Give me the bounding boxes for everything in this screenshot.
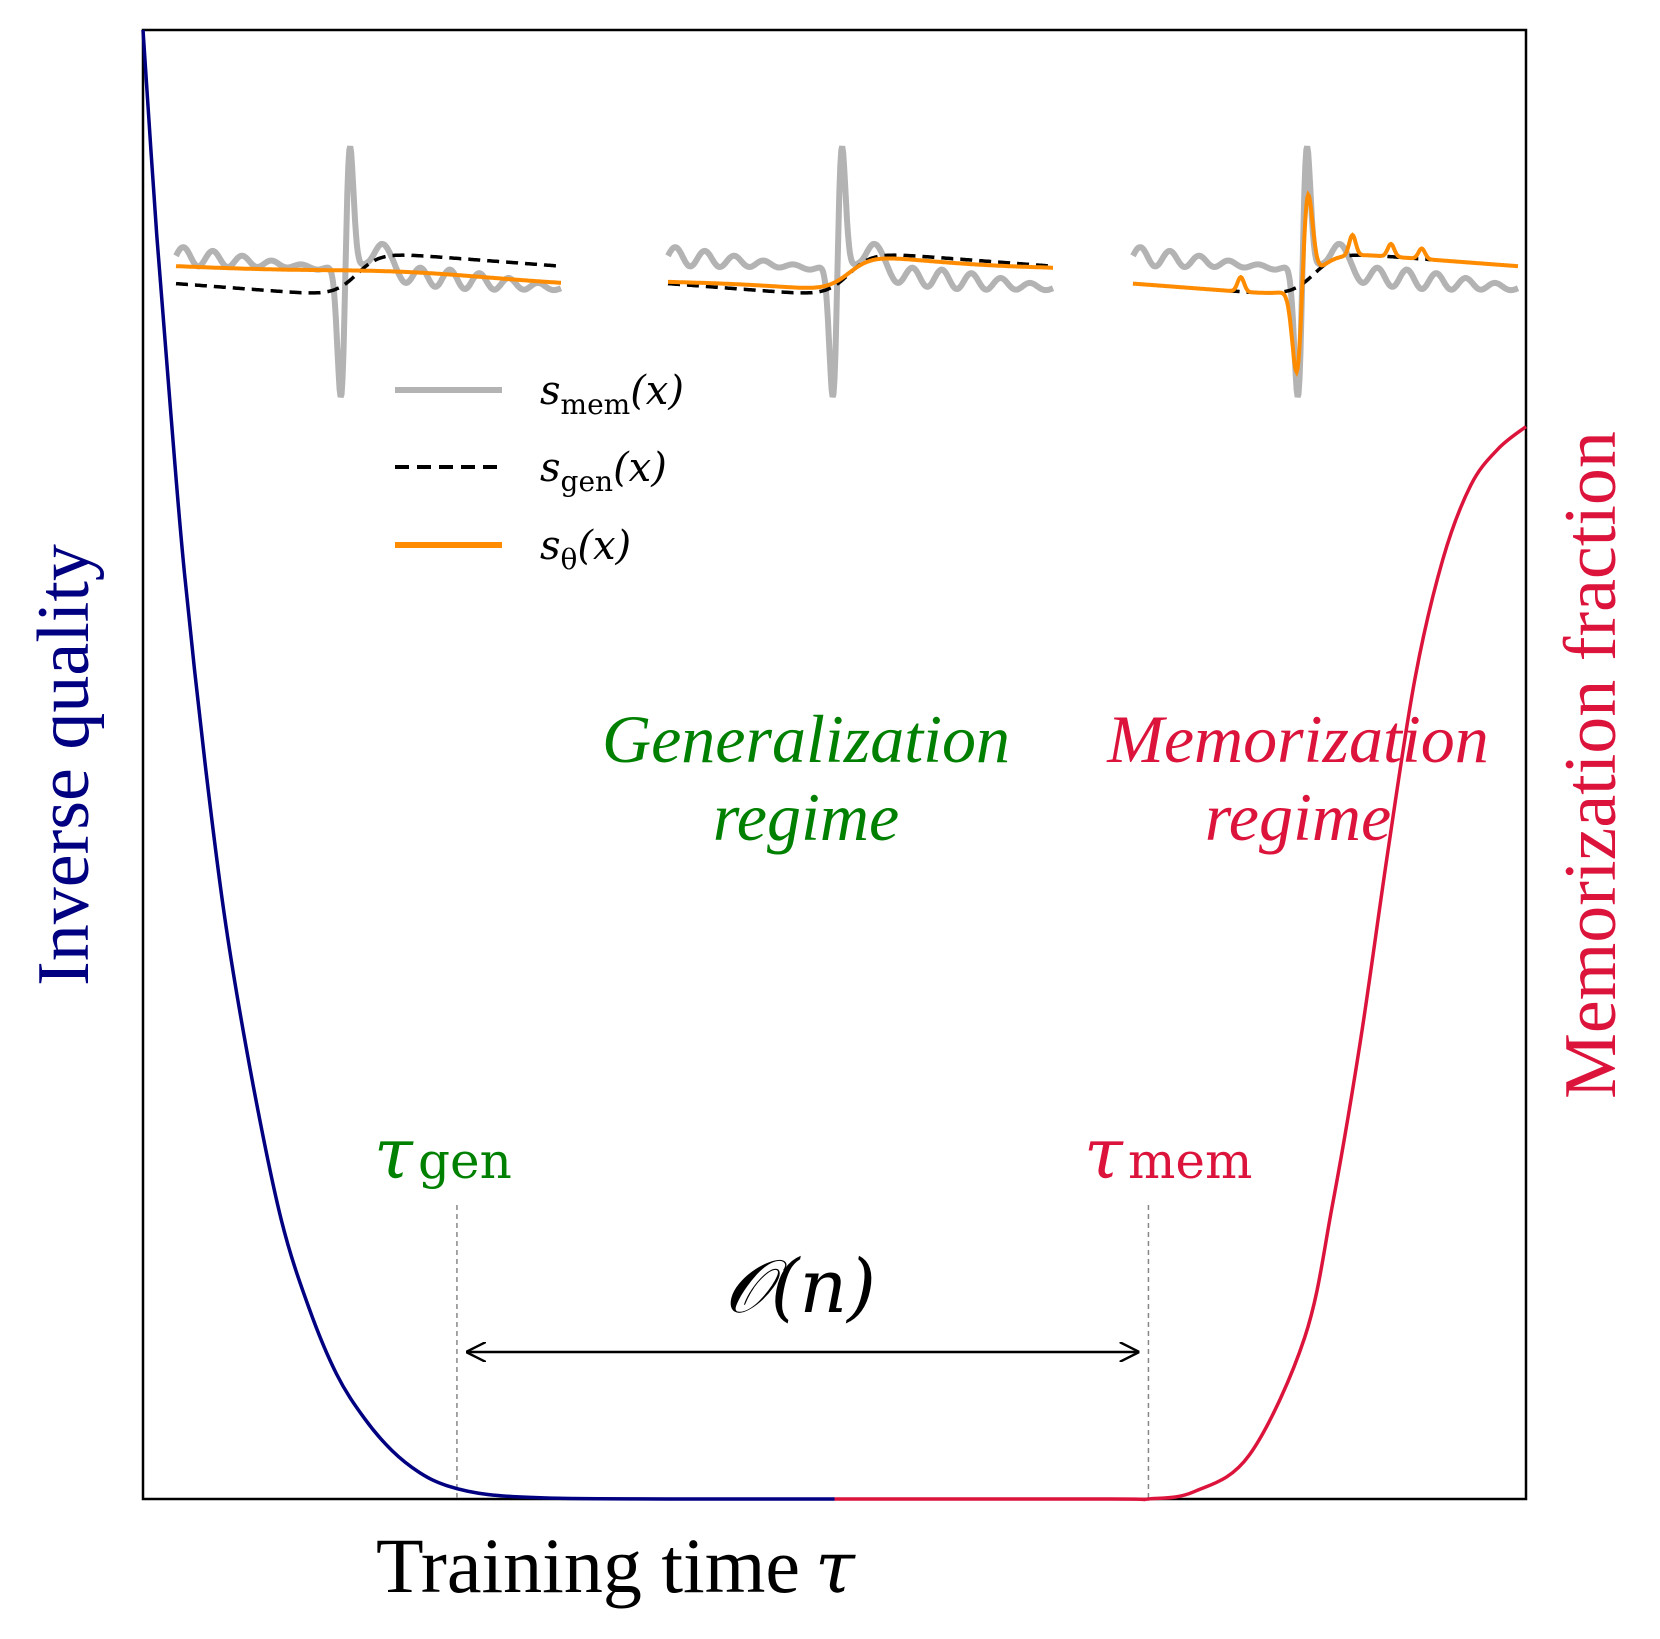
- legend-entry-gen: sgen(x): [395, 445, 667, 498]
- inset-s-mem-line: [665, 145, 1055, 398]
- tau-gen-symbol: τ: [374, 1113, 414, 1195]
- inset-s-theta-line: [1132, 190, 1519, 377]
- inset-s-mem-line: [1130, 145, 1520, 398]
- inset-panels: [173, 145, 1520, 399]
- inset-memorization: [1130, 145, 1520, 398]
- legend-label: smem(x): [540, 368, 684, 421]
- interval-label: 𝒪(n): [724, 1244, 876, 1330]
- inset-generalization: [665, 145, 1055, 398]
- legend-entry-θ: sθ(x): [395, 523, 631, 576]
- inset-s-mem-line: [173, 145, 563, 399]
- inset-s-gen-line: [667, 253, 1054, 295]
- x-axis-label-text: Training time: [376, 1522, 800, 1609]
- regime-generalization-line1: Generalization: [602, 701, 1010, 777]
- y-axis-label-right: Memorization fraction: [1550, 431, 1632, 1099]
- series-line-inverse-quality: [141, 29, 835, 1501]
- inset-s-gen-line: [175, 253, 562, 295]
- series-line-memorization-fraction: [834, 425, 1528, 1502]
- tau-mem-label: τ mem: [1084, 1113, 1252, 1195]
- y-axis-label-left: Inverse quality: [23, 544, 105, 986]
- inset-early: [173, 145, 563, 399]
- tau-gen-label: τ gen: [374, 1113, 512, 1195]
- legend: smem(x) sgen(x) sθ(x): [395, 368, 684, 576]
- legend-entry-mem: smem(x): [395, 368, 684, 421]
- regime-memorization-line1: Memorization: [1106, 701, 1489, 777]
- regime-label-generalization: Generalization regime: [602, 701, 1010, 855]
- regime-label-memorization: Memorization regime: [1106, 701, 1489, 855]
- tau-gen-subscript: gen: [418, 1132, 512, 1190]
- regime-memorization-line2: regime: [1205, 779, 1391, 855]
- regime-generalization-line2: regime: [713, 779, 899, 855]
- x-axis-label-symbol: τ: [815, 1525, 856, 1609]
- x-axis-label: Training time τ: [376, 1522, 856, 1609]
- inset-s-theta-line: [668, 256, 1053, 290]
- legend-label: sgen(x): [540, 445, 667, 498]
- tau-mem-subscript: mem: [1128, 1132, 1252, 1190]
- inset-s-theta-line: [175, 264, 561, 285]
- tau-mem-symbol: τ: [1084, 1113, 1124, 1195]
- legend-label: sθ(x): [540, 523, 631, 576]
